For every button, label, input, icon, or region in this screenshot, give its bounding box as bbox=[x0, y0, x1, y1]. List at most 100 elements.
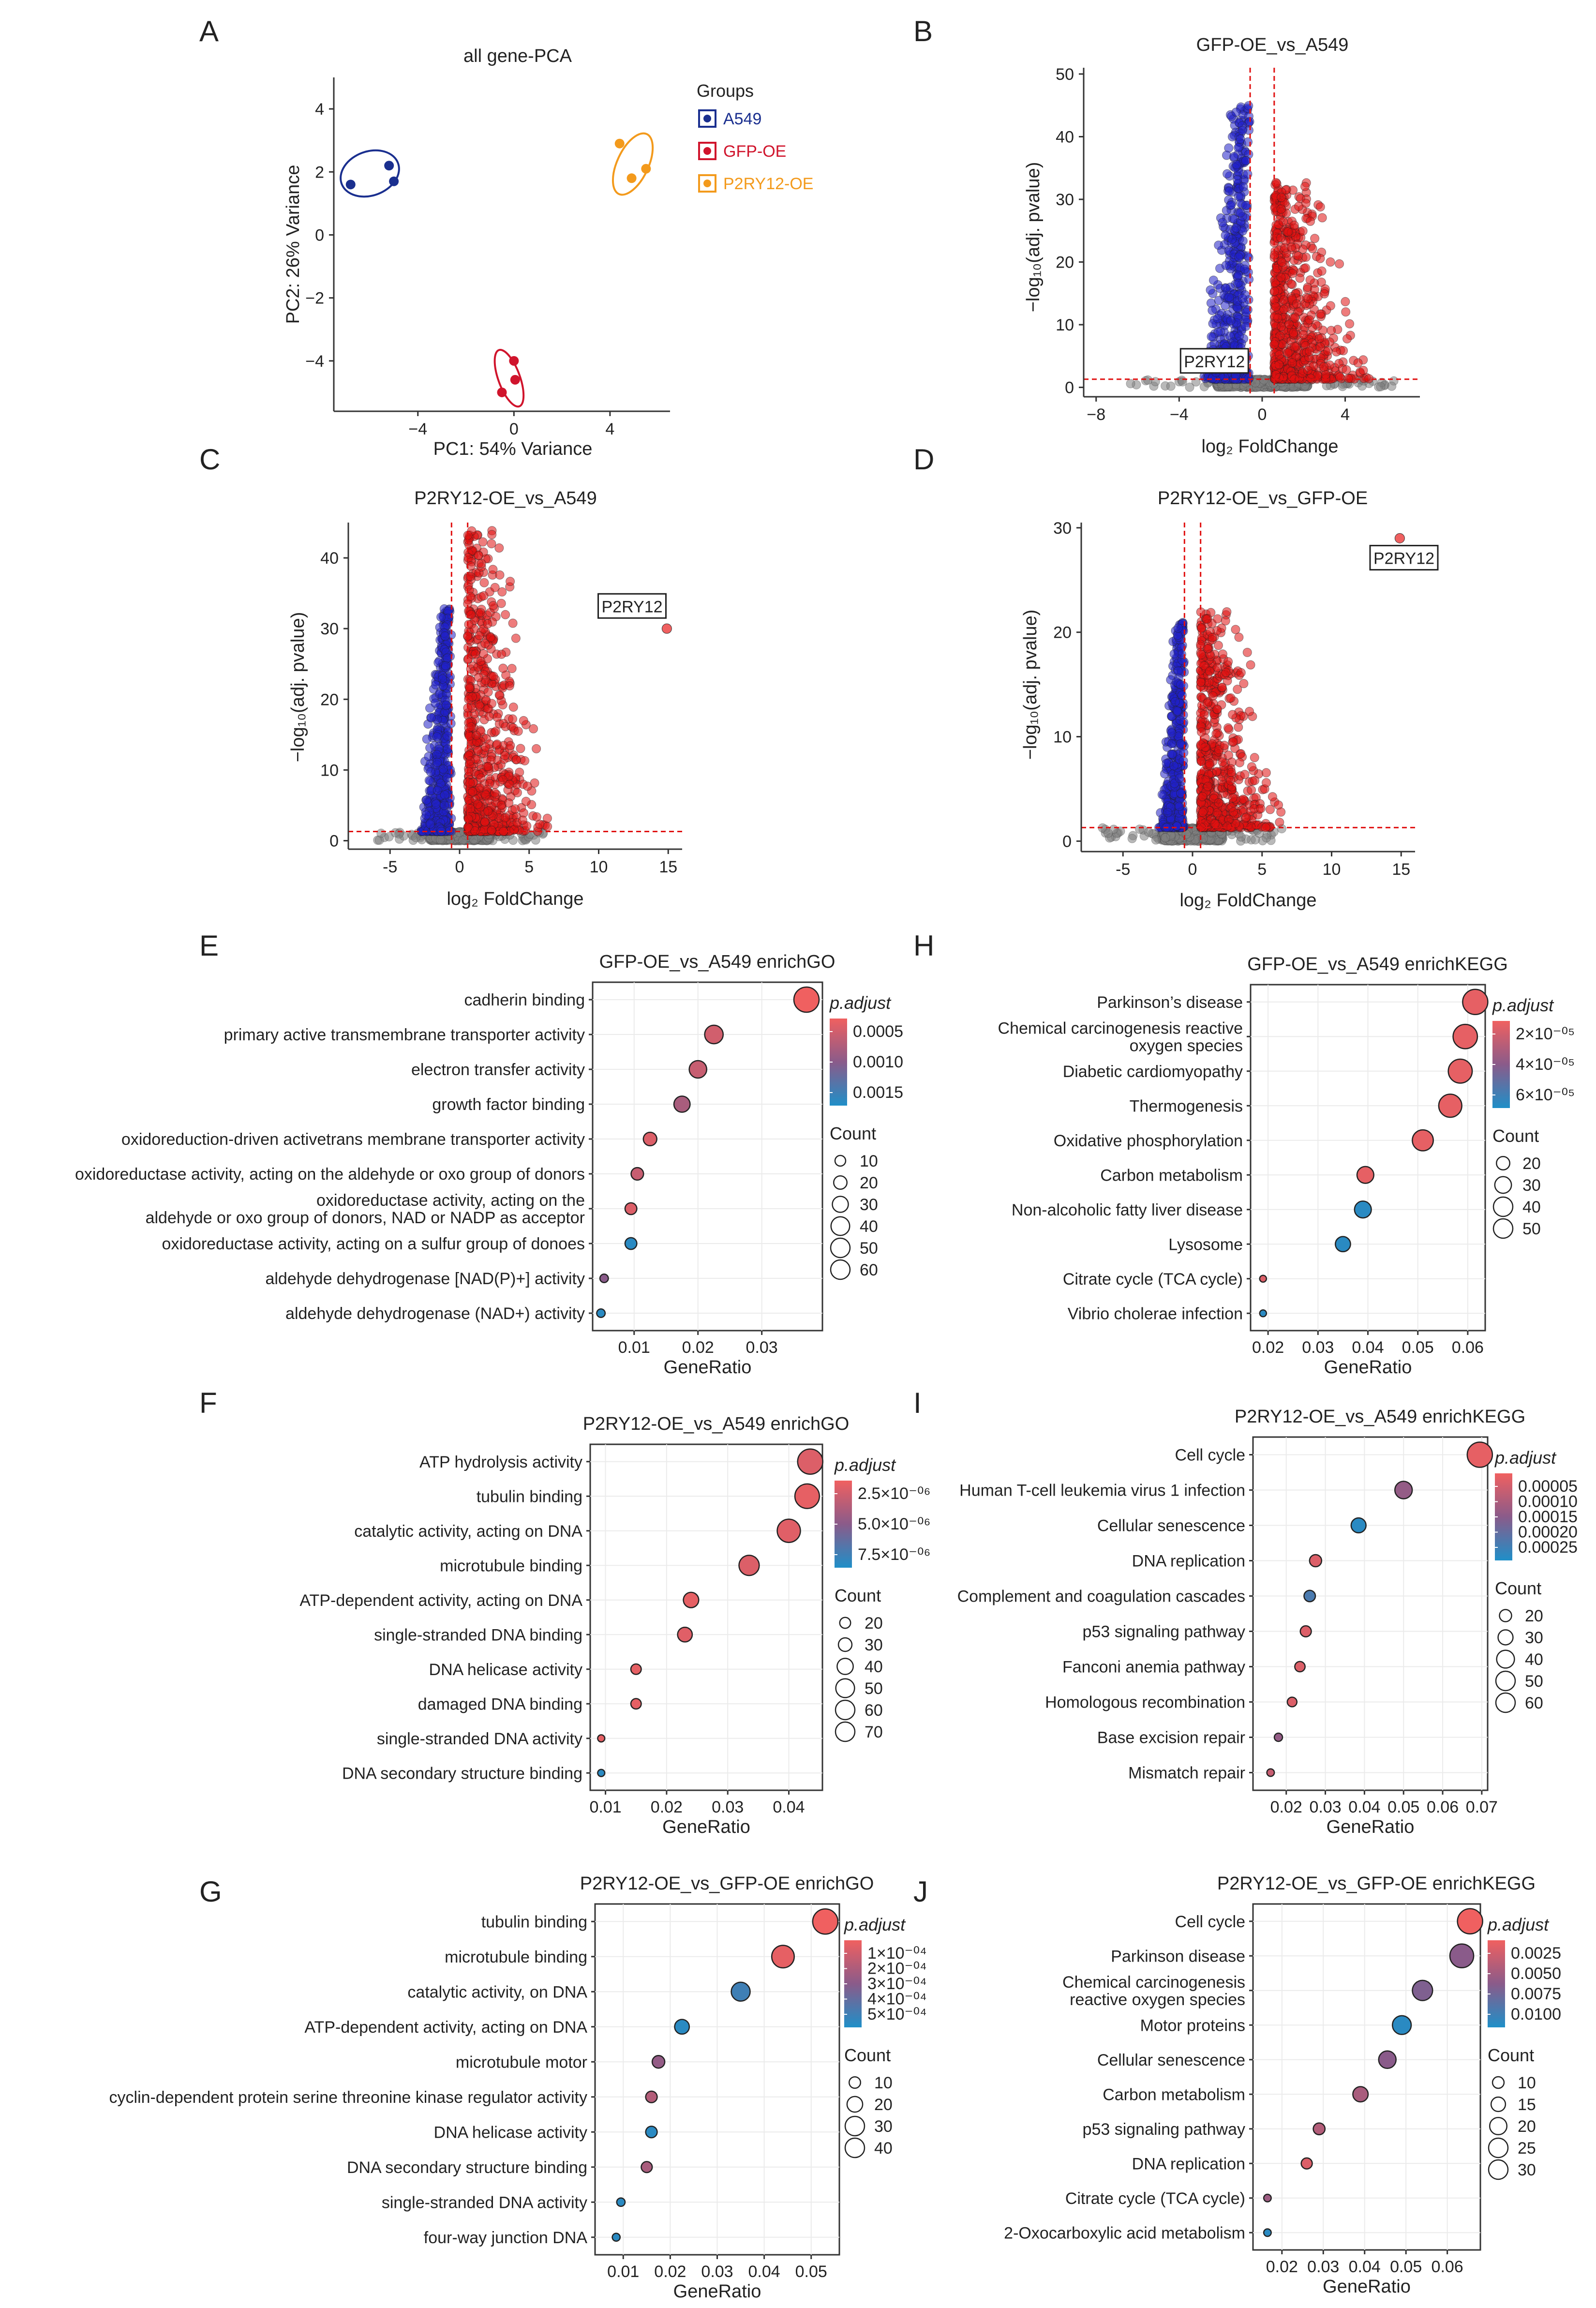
volcano-point-up bbox=[508, 702, 518, 712]
pca-ellipses bbox=[340, 132, 654, 408]
volcano-point-up bbox=[1341, 297, 1350, 306]
volcano-y-tick-label: 30 bbox=[320, 620, 339, 638]
volcano-point-up bbox=[1305, 315, 1314, 325]
volcano-point-up bbox=[467, 692, 477, 702]
volcano-point-down bbox=[1218, 218, 1227, 227]
volcano-point-up bbox=[480, 817, 490, 826]
volcano-point-down bbox=[441, 661, 450, 671]
volcano-point-up bbox=[477, 559, 486, 569]
volcano-point-up bbox=[1345, 319, 1355, 329]
volcano-point-up bbox=[1358, 365, 1368, 375]
volcano-point-down bbox=[1238, 236, 1248, 246]
volcano-y-tick-label: 40 bbox=[320, 549, 339, 568]
volcano-point-down bbox=[1234, 252, 1243, 262]
volcano-point-up bbox=[1342, 334, 1352, 344]
volcano-c-title: P2RY12-OE_vs_A549 bbox=[414, 488, 597, 509]
pca-x-label: PC1: 54% Variance bbox=[433, 439, 593, 459]
volcano-point-ns bbox=[1251, 835, 1260, 845]
volcano-point-up bbox=[1315, 254, 1325, 263]
volcano-point-down bbox=[1233, 279, 1243, 288]
volcano-point-down bbox=[438, 764, 448, 774]
volcano-point-up bbox=[1289, 328, 1298, 338]
volcano-point-ns bbox=[1126, 379, 1135, 389]
volcano-point-up bbox=[1315, 202, 1325, 212]
volcano-point-down bbox=[433, 786, 442, 795]
volcano-point-down bbox=[1208, 305, 1217, 315]
volcano-y-tick-label: 10 bbox=[1056, 316, 1074, 334]
volcano-point-up bbox=[1292, 299, 1301, 309]
volcano-y-tick-label: 20 bbox=[320, 690, 339, 709]
volcano-point-down bbox=[1236, 134, 1245, 144]
volcano-point-down bbox=[1208, 275, 1218, 285]
volcano-y-tick-label: 20 bbox=[1056, 254, 1074, 272]
volcano-point-down bbox=[431, 799, 441, 809]
volcano-point-ns bbox=[1338, 382, 1347, 391]
volcano-x-tick-label: 0 bbox=[455, 858, 464, 876]
volcano-point-up bbox=[506, 741, 515, 750]
volcano-point-down bbox=[441, 700, 451, 710]
pca-ellipse-gfp-oe bbox=[493, 349, 525, 408]
volcano-point-down bbox=[443, 731, 452, 741]
volcano-point-up bbox=[490, 583, 500, 592]
panel-label-h: H bbox=[913, 929, 934, 962]
volcano-point-up bbox=[1277, 322, 1286, 331]
volcano-point-up bbox=[520, 756, 530, 765]
volcano-point-up bbox=[476, 773, 486, 783]
volcano-c-points bbox=[373, 526, 552, 845]
volcano-y-tick-label: 0 bbox=[329, 832, 339, 850]
panel-label-e: E bbox=[199, 929, 219, 962]
volcano-point-up bbox=[1306, 216, 1315, 226]
pca-title: all gene-PCA bbox=[463, 46, 572, 66]
volcano-point-down bbox=[1244, 101, 1253, 111]
panel-label-a: A bbox=[199, 15, 219, 47]
volcano-y-tick-label: 50 bbox=[1056, 65, 1074, 84]
volcano-point-up bbox=[532, 744, 541, 753]
pca-point bbox=[389, 176, 399, 186]
volcano-point-down bbox=[424, 752, 433, 762]
volcano-highlight-box bbox=[1179, 348, 1249, 374]
volcano-b-points bbox=[1126, 101, 1399, 392]
pca-y-tick-label: 4 bbox=[315, 100, 324, 119]
volcano-point-down bbox=[1170, 697, 1180, 706]
volcano-point-down bbox=[1238, 182, 1248, 192]
pca-point bbox=[614, 138, 625, 149]
pca-y-tick-label: −4 bbox=[305, 352, 324, 371]
volcano-point-down bbox=[1238, 126, 1247, 135]
volcano-b-y-label: −log₁₀(adj. pvalue) bbox=[1023, 162, 1044, 313]
volcano-point-up bbox=[496, 800, 506, 810]
volcano-point-up bbox=[500, 813, 510, 823]
volcano-point-ns bbox=[1387, 381, 1397, 391]
volcano-point-down bbox=[1214, 240, 1223, 250]
volcano-point-up bbox=[487, 699, 497, 708]
volcano-b-title: GFP-OE_vs_A549 bbox=[1196, 35, 1349, 55]
volcano-x-tick-label: 0 bbox=[1257, 405, 1267, 424]
volcano-highlight-label: P2RY12 bbox=[601, 598, 662, 616]
volcano-point-down bbox=[1241, 321, 1251, 331]
pca-ticks-x: −4 0 4 bbox=[408, 411, 614, 438]
volcano-x-tick-label: 15 bbox=[659, 858, 677, 876]
pca-y-label: PC2: 26% Variance bbox=[283, 165, 303, 324]
volcano-d-title: P2RY12-OE_vs_GFP-OE bbox=[1158, 488, 1368, 509]
volcano-point-up bbox=[1317, 213, 1327, 223]
volcano-point-up bbox=[490, 788, 500, 798]
volcano-point-down bbox=[1241, 156, 1251, 165]
volcano-point-up bbox=[1271, 178, 1281, 187]
volcano-point-up bbox=[1295, 273, 1305, 283]
volcano-point-up bbox=[511, 633, 521, 643]
volcano-point-up bbox=[1279, 304, 1289, 314]
volcano-point-down bbox=[1224, 292, 1234, 302]
volcano-point-down bbox=[443, 653, 452, 663]
volcano-point-up bbox=[479, 578, 489, 587]
pca-legend-key bbox=[698, 109, 716, 128]
volcano-point-down bbox=[425, 743, 435, 753]
volcano-point-down bbox=[1226, 200, 1236, 210]
volcano-x-tick-label: −8 bbox=[1087, 405, 1105, 424]
volcano-point-up bbox=[483, 687, 493, 697]
volcano-point-up bbox=[488, 601, 498, 611]
volcano-point-down bbox=[1169, 761, 1178, 771]
